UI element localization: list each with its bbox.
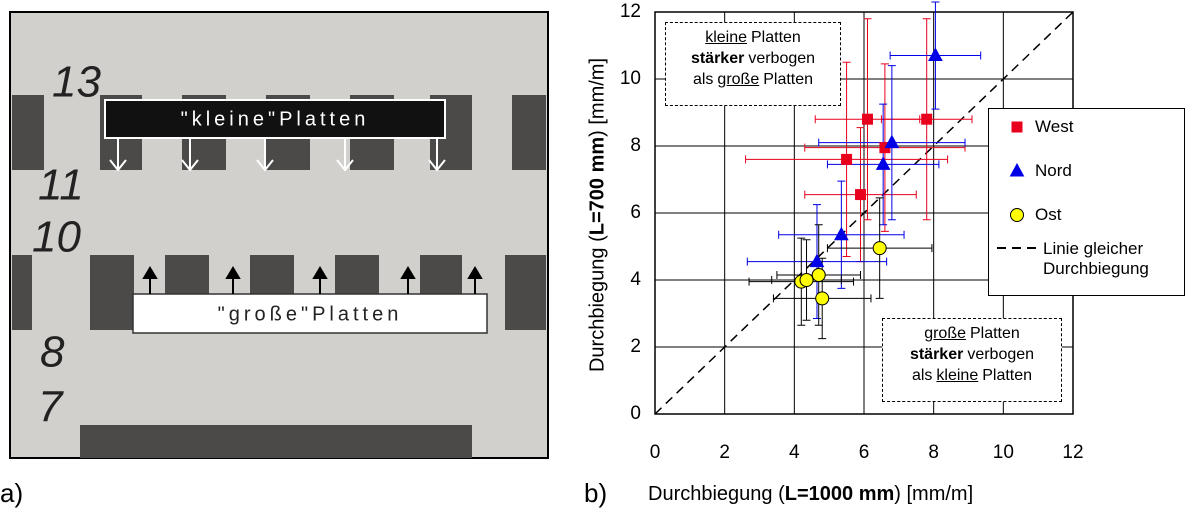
- legend-marker: [1009, 163, 1025, 177]
- annotation-line: als große Platten: [672, 69, 834, 90]
- x-tick-label: 10: [993, 442, 1014, 463]
- label-part: Platten: [763, 71, 814, 88]
- y-tick-label: 12: [620, 1, 641, 22]
- floor-number: 7: [38, 383, 64, 432]
- label-part: Durchbiegung (: [586, 235, 609, 373]
- marker: [928, 47, 943, 62]
- panel-label: a): [0, 478, 24, 508]
- label-part: Platten: [969, 325, 1020, 342]
- marker: [815, 291, 830, 306]
- marker: [861, 113, 873, 125]
- floor-number: 10: [32, 213, 81, 262]
- marker: [799, 273, 814, 287]
- x-tick-label: 6: [859, 442, 870, 463]
- legend-label: Ost: [1035, 205, 1062, 224]
- label-part: Durchbiegung (: [648, 483, 785, 505]
- floor-number: 11: [38, 161, 84, 210]
- marker: [1011, 121, 1023, 133]
- label-part: kleine: [705, 29, 747, 46]
- legend-label: Linie gleicher Durchbiegung: [1043, 239, 1149, 278]
- legend-entry: Linie gleicher Durchbiegung: [997, 239, 1173, 279]
- y-axis-label: Durchbiegung (L=700 mm) [mm/m]: [587, 58, 610, 372]
- legend-label: Nord: [1035, 161, 1072, 180]
- legend-marker: [997, 247, 1041, 249]
- legend-marker: [1010, 208, 1024, 222]
- annotation-line: stärker verbogen: [672, 48, 834, 69]
- x-axis-label: Durchbiegung (L=1000 mm) [mm/m]: [648, 483, 973, 506]
- banner-top: "kleine"Platten: [181, 108, 370, 130]
- label-part: L=700 mm: [586, 136, 609, 236]
- legend-marker: [1011, 121, 1023, 133]
- marker: [1009, 163, 1025, 177]
- annotation: kleine Platten stärker verbogen als große Plat…: [665, 22, 841, 106]
- panel-label: b): [584, 478, 608, 508]
- marker: [884, 134, 900, 149]
- label-part: ) [mm/m]: [586, 57, 609, 137]
- x-tick-label: 8: [928, 442, 939, 463]
- annotation: große Platten stärker verbogen als kleine Plat…: [882, 318, 1062, 402]
- label-part: verbogen: [748, 50, 816, 67]
- legend-entry: West: [1009, 117, 1073, 137]
- banner-bottom: "große"Platten: [218, 303, 403, 325]
- label-part: als: [911, 367, 933, 384]
- annotation-line: stärker verbogen: [889, 344, 1055, 365]
- x-tick-label: 4: [789, 442, 800, 463]
- label-part: Platten: [982, 367, 1033, 384]
- marker: [841, 153, 853, 165]
- label-part: L=1000 mm: [784, 483, 895, 505]
- y-tick-label: 10: [620, 68, 641, 89]
- annotation-line: große Platten: [889, 323, 1055, 344]
- legend: West Nord Ost Linie gleicher Durchbiegung: [988, 108, 1185, 296]
- y-tick-label: 4: [630, 269, 641, 290]
- label-part: große: [924, 325, 966, 342]
- marker: [921, 113, 933, 125]
- marker: [811, 267, 826, 282]
- marker: [1010, 208, 1024, 222]
- annotation-line: als kleine Platten: [889, 365, 1055, 386]
- y-tick-label: 0: [630, 403, 641, 424]
- marker: [872, 241, 887, 256]
- floor-number: 8: [40, 328, 65, 377]
- legend-entry: Nord: [1009, 161, 1072, 181]
- label-part: verbogen: [967, 346, 1035, 363]
- marker: [809, 253, 825, 268]
- label-part: große: [717, 71, 760, 88]
- floor-number: 13: [52, 58, 101, 107]
- y-tick-label: 2: [630, 336, 641, 357]
- x-tick-label: 2: [719, 442, 730, 463]
- legend-entry: Ost: [1009, 205, 1061, 225]
- reference-line: [654, 11, 1074, 415]
- marker: [855, 189, 867, 201]
- label-part: ) [mm/m]: [894, 483, 974, 505]
- y-tick-label: 8: [630, 135, 641, 156]
- marker: [875, 156, 891, 170]
- legend-label: West: [1035, 117, 1074, 136]
- label-part: stärker: [909, 346, 964, 363]
- x-tick-label: 0: [650, 442, 661, 463]
- facade-photo: "kleine"Platten "große"Platten 13 11 10 …: [9, 11, 549, 459]
- label-part: Platten: [751, 29, 801, 46]
- annotation-line: kleine Platten: [672, 27, 834, 48]
- marker: [834, 226, 849, 241]
- label-part: stärker: [690, 50, 745, 67]
- x-tick-label: 12: [1062, 442, 1083, 463]
- y-tick-label: 6: [630, 202, 641, 223]
- label-part: kleine: [936, 367, 979, 384]
- label-part: als: [692, 71, 714, 88]
